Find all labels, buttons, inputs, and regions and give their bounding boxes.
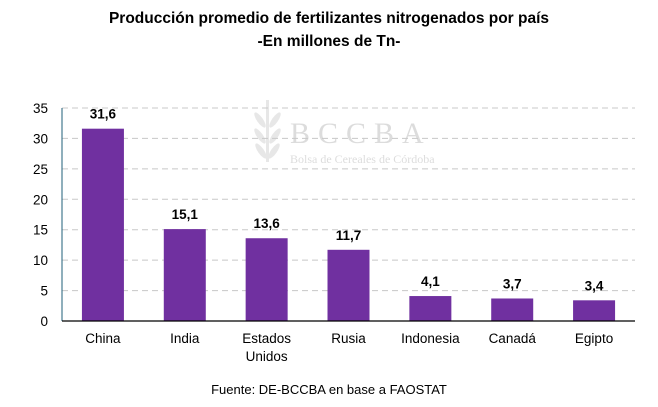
svg-text:BCCBA: BCCBA xyxy=(290,117,432,150)
y-tick-label: 30 xyxy=(33,131,48,146)
chart-title: Producción promedio de fertilizantes nit… xyxy=(108,10,550,27)
data-label: 3,7 xyxy=(503,276,522,291)
data-label: 4,1 xyxy=(421,274,440,289)
x-tick-label: China xyxy=(85,331,121,346)
y-tick-label: 35 xyxy=(33,101,48,116)
bar xyxy=(163,229,206,321)
y-tick-label: 0 xyxy=(40,314,48,329)
bar xyxy=(327,249,370,321)
y-tick-label: 20 xyxy=(33,192,48,207)
x-tick-label: Estados Unidos xyxy=(242,331,291,364)
watermark-logo: BCCBA Bolsa de Cereales de Córdoba xyxy=(254,100,435,166)
data-label: 11,7 xyxy=(336,228,362,243)
x-tick-label: India xyxy=(170,331,200,346)
svg-text:Bolsa de Cereales de Córdoba: Bolsa de Cereales de Córdoba xyxy=(290,152,435,166)
x-tick-label: Indonesia xyxy=(401,331,460,346)
y-tick-label: 5 xyxy=(40,284,48,299)
x-tick-label: Rusia xyxy=(331,331,366,346)
bar xyxy=(491,298,534,321)
y-tick-label: 15 xyxy=(33,223,48,238)
x-tick-label: Egipto xyxy=(575,331,613,346)
y-tick-label: 25 xyxy=(33,162,48,177)
bar xyxy=(245,238,288,321)
bar xyxy=(573,300,616,321)
chart-subtitle: -En millones de Tn- xyxy=(257,33,401,50)
bar xyxy=(409,296,452,321)
source-note: Fuente: DE-BCCBA en base a FAOSTAT xyxy=(211,382,447,397)
x-tick-label: Canadá xyxy=(489,331,537,346)
bar xyxy=(81,128,124,321)
y-tick-label: 10 xyxy=(33,253,48,268)
data-label: 3,4 xyxy=(585,278,604,293)
data-label: 15,1 xyxy=(172,207,199,222)
data-label: 31,6 xyxy=(90,107,117,122)
data-label: 13,6 xyxy=(254,216,281,231)
